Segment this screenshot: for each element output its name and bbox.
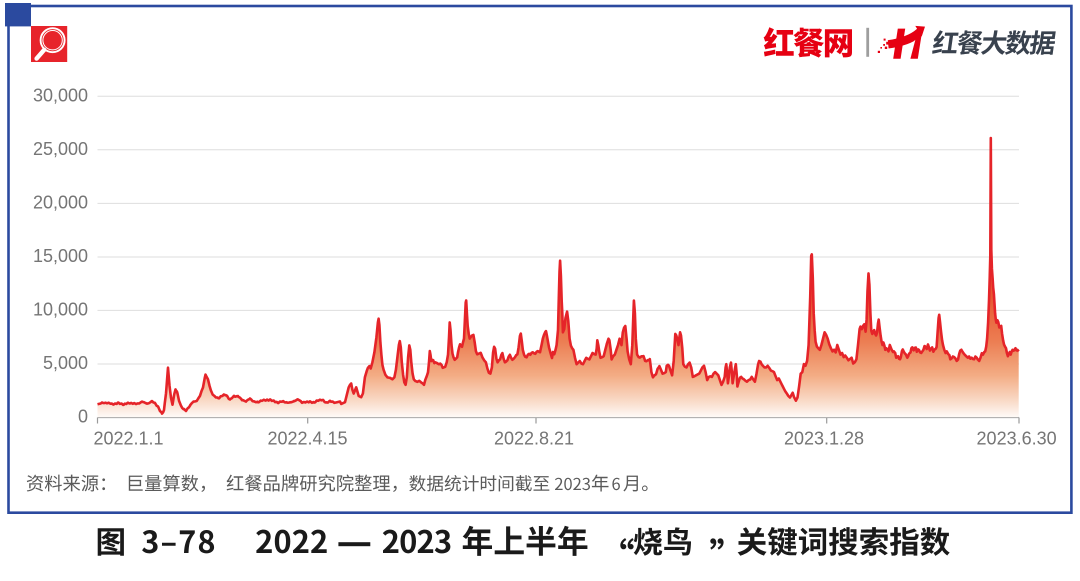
svg-text:15,000: 15,000 — [33, 246, 88, 266]
svg-text:20,000: 20,000 — [33, 193, 88, 213]
svg-text:30,000: 30,000 — [33, 85, 88, 105]
svg-text:0: 0 — [78, 407, 88, 427]
svg-text:2023.1.28: 2023.1.28 — [784, 429, 864, 449]
svg-text:10,000: 10,000 — [33, 300, 88, 320]
svg-text:5,000: 5,000 — [43, 353, 88, 373]
svg-text:25,000: 25,000 — [33, 139, 88, 159]
svg-text:2022.8.21: 2022.8.21 — [494, 429, 574, 449]
svg-text:2022.1.1: 2022.1.1 — [93, 429, 163, 449]
svg-text:2022.4.15: 2022.4.15 — [267, 429, 347, 449]
svg-text:2023.6.30: 2023.6.30 — [977, 429, 1057, 449]
